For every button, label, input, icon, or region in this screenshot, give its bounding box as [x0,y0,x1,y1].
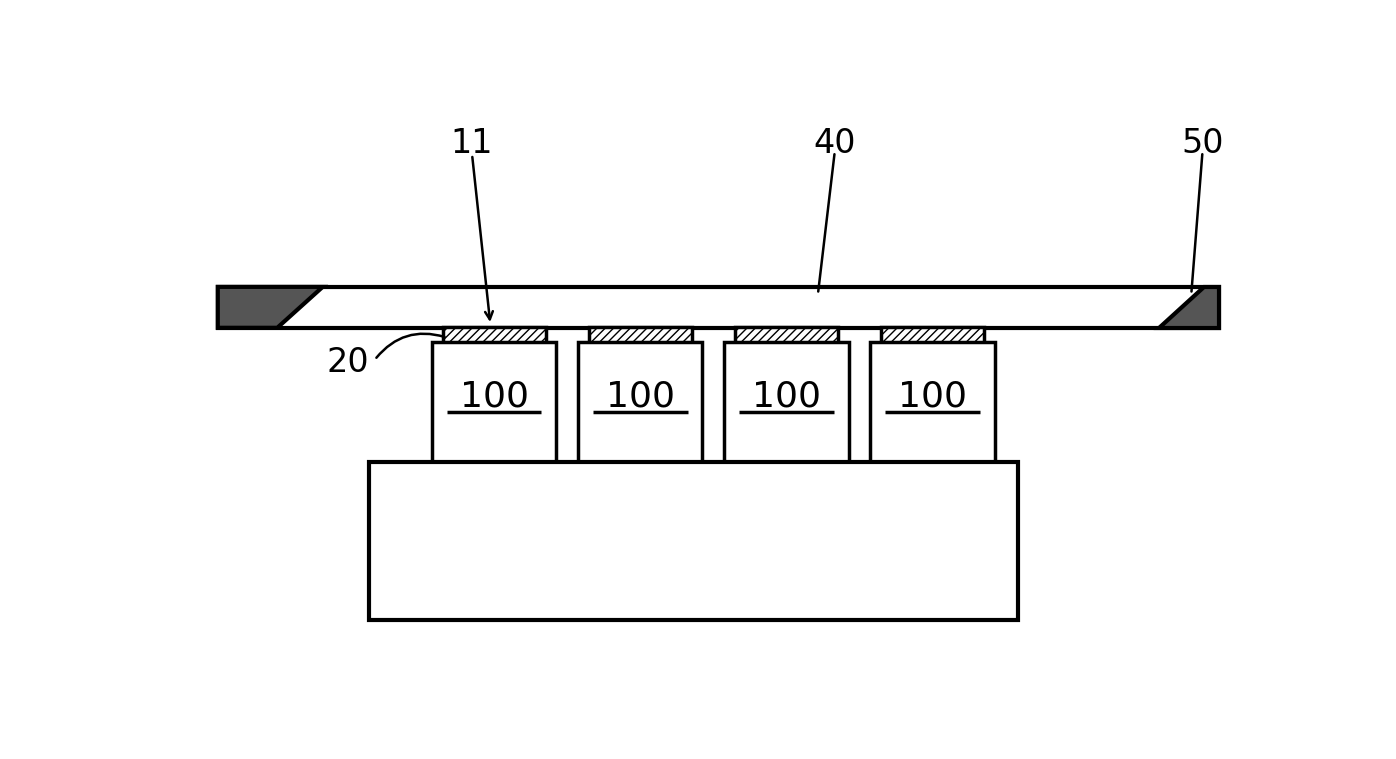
Bar [881,326,984,345]
Polygon shape [218,287,322,328]
Bar [218,287,1219,328]
Bar [578,342,702,465]
Text: 100: 100 [606,380,674,414]
FancyArrowPatch shape [377,334,444,357]
Text: 100: 100 [752,380,821,414]
Bar [725,342,849,465]
Bar [431,342,557,465]
Bar [870,342,994,465]
Polygon shape [1159,287,1219,328]
Bar [443,326,546,345]
Text: 100: 100 [898,380,967,414]
Bar [369,462,1019,620]
Text: 11: 11 [451,128,493,160]
Text: 50: 50 [1181,128,1223,160]
Text: 40: 40 [814,128,856,160]
Bar [734,326,838,345]
Bar [589,326,691,345]
Text: 100: 100 [459,380,529,414]
Text: 20: 20 [327,346,369,380]
